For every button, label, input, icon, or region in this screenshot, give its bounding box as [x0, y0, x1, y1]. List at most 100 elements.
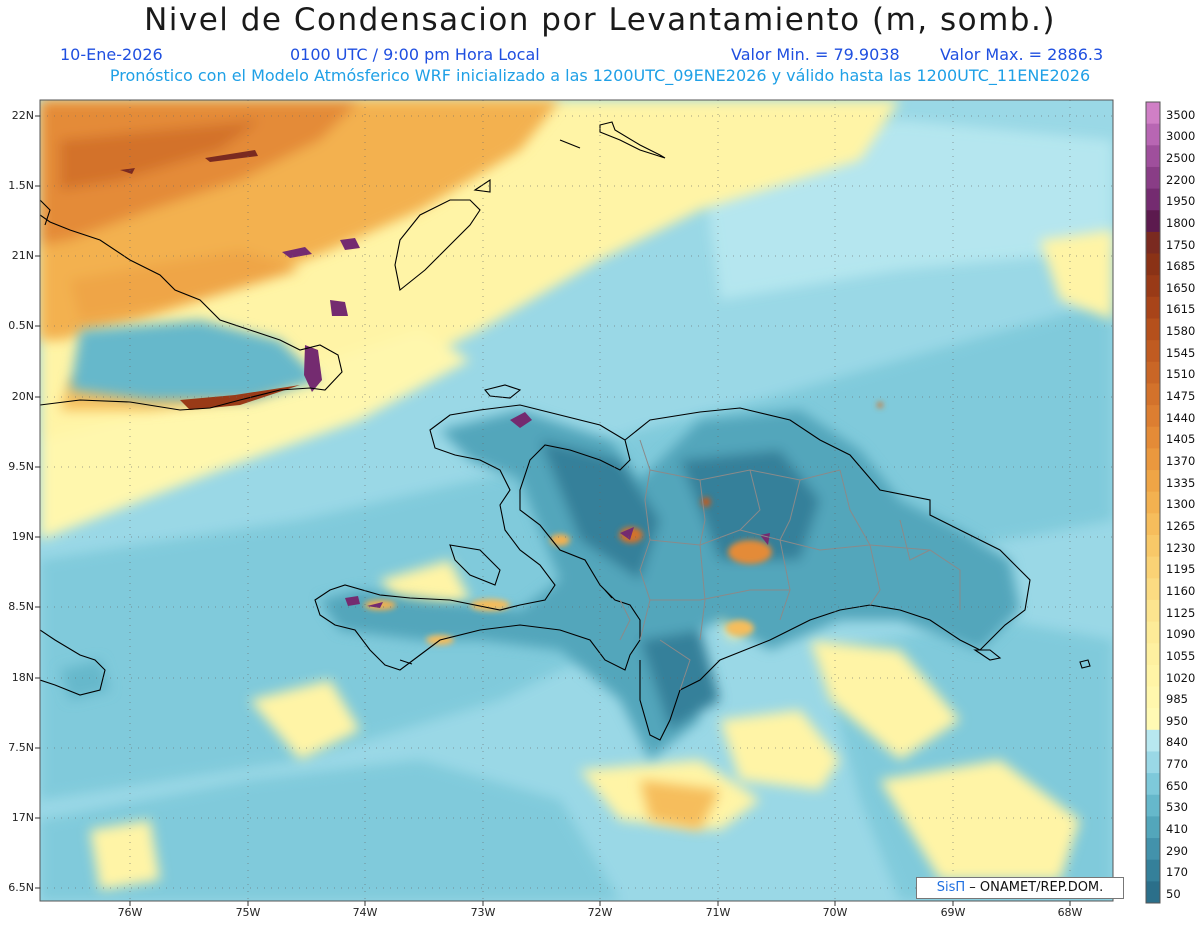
- credit-box: SisΠ – ONAMET/REP.DOM.: [916, 877, 1124, 899]
- colorbar-swatch: [1146, 448, 1160, 471]
- colorbar-label: 650: [1166, 778, 1188, 793]
- max-value: Valor Max. = 2886.3: [940, 45, 1104, 64]
- colorbar-label: 2500: [1166, 150, 1196, 165]
- colorbar-label: 1405: [1166, 432, 1196, 447]
- colorbar-label: 1800: [1166, 215, 1196, 230]
- lon-tick-label: 74W: [352, 906, 378, 919]
- colorbar-swatch: [1146, 556, 1160, 579]
- colorbar-swatch: [1146, 859, 1160, 882]
- colorbar-label: 770: [1166, 757, 1188, 772]
- colorbar-swatch: [1146, 664, 1160, 688]
- colorbar-label: 1475: [1166, 389, 1196, 404]
- colorbar-swatch: [1146, 231, 1160, 255]
- colorbar-swatch: [1146, 188, 1160, 211]
- colorbar-label: 1685: [1166, 259, 1196, 274]
- colorbar-frame: [1145, 101, 1161, 904]
- colorbar-label: 1650: [1166, 280, 1196, 295]
- lat-tick-label: 6.5N: [8, 881, 34, 894]
- colorbar-swatch: [1146, 318, 1160, 341]
- colorbar-label: 985: [1166, 692, 1188, 707]
- colorbar-swatch: [1146, 491, 1160, 514]
- lon-tick-label: 70W: [822, 906, 848, 919]
- colorbar-swatch: [1146, 383, 1160, 406]
- forecast-date: 10-Ene-2026: [60, 45, 163, 64]
- colorbar-swatch: [1146, 708, 1160, 731]
- lat-tick-label: 1.5N: [8, 179, 34, 192]
- map-title: Nivel de Condensacion por Levantamiento …: [144, 2, 1056, 38]
- colorbar-label: 3500: [1166, 107, 1196, 122]
- colorbar-label: 1510: [1166, 367, 1196, 382]
- colorbar-swatch: [1146, 361, 1160, 384]
- lat-tick-label: 20N: [11, 390, 34, 403]
- colorbar-label: 1950: [1166, 194, 1196, 209]
- colorbar-swatch: [1146, 102, 1160, 125]
- colorbar-label: 1580: [1166, 324, 1196, 339]
- colorbar-swatch: [1146, 816, 1160, 839]
- colorbar-swatch: [1146, 253, 1160, 276]
- lon-tick-label: 75W: [235, 906, 261, 919]
- colorbar-label: 840: [1166, 735, 1188, 750]
- colorbar-label: 1265: [1166, 518, 1196, 533]
- colorbar-swatch: [1146, 751, 1160, 774]
- colorbar-swatch: [1146, 881, 1160, 904]
- colorbar-label: 950: [1166, 713, 1188, 728]
- colorbar-label: 1090: [1166, 627, 1196, 642]
- colorbar-label: 1020: [1166, 670, 1196, 685]
- colorbar-label: 1370: [1166, 454, 1196, 469]
- colorbar-swatch: [1146, 621, 1160, 644]
- colorbar-swatch: [1146, 340, 1160, 363]
- lat-tick-label: 22N: [11, 109, 34, 122]
- colorbar-swatch: [1146, 599, 1160, 623]
- lon-tick-label: 73W: [470, 906, 496, 919]
- colorbar-label: 1230: [1166, 540, 1196, 555]
- credit-text: – ONAMET/REP.DOM.: [969, 880, 1104, 895]
- colorbar-label: 1750: [1166, 237, 1196, 252]
- colorbar-swatch: [1146, 275, 1160, 298]
- colorbar-swatch: [1146, 838, 1160, 861]
- lat-tick-label: 9.5N: [8, 460, 34, 473]
- colorbar-swatch: [1146, 210, 1160, 233]
- colorbar-swatch: [1146, 296, 1160, 319]
- lon-tick-label: 69W: [940, 906, 966, 919]
- lat-tick-label: 8.5N: [8, 600, 34, 613]
- colorbar-label: 1300: [1166, 497, 1196, 512]
- lat-tick-label: 18N: [11, 671, 34, 684]
- colorbar-label: 3000: [1166, 129, 1196, 144]
- colorbar-label: 1160: [1166, 583, 1196, 598]
- credit-brand: SisΠ: [936, 880, 966, 895]
- colorbar-swatch: [1146, 729, 1160, 752]
- colorbar-label: 1440: [1166, 410, 1196, 425]
- lon-tick-label: 72W: [587, 906, 613, 919]
- forecast-time: 0100 UTC / 9:00 pm Hora Local: [290, 45, 540, 64]
- lat-tick-label: 21N: [11, 249, 34, 262]
- colorbar-label: 1195: [1166, 562, 1196, 577]
- colorbar-label: 2200: [1166, 172, 1196, 187]
- colorbar-label: 1545: [1166, 345, 1196, 360]
- colorbar-swatch: [1146, 470, 1160, 493]
- model-note: Pronóstico con el Modelo Atmósferico WRF…: [109, 66, 1091, 85]
- lat-tick-label: 0.5N: [8, 319, 34, 332]
- colorbar-swatch: [1146, 578, 1160, 601]
- lat-tick-label: 19N: [11, 530, 34, 543]
- colorbar-label: 50: [1166, 887, 1181, 901]
- colorbar-swatch: [1146, 643, 1160, 666]
- colorbar-label: 1335: [1166, 475, 1196, 490]
- colorbar-label: 290: [1166, 843, 1188, 858]
- colorbar-swatch: [1146, 794, 1160, 817]
- colorbar-label: 1055: [1166, 648, 1196, 663]
- lon-tick-label: 68W: [1057, 906, 1083, 919]
- colorbar-swatch: [1146, 773, 1160, 796]
- shaded-field: [40, 100, 1113, 901]
- colorbar-swatch: [1146, 166, 1160, 190]
- colorbar-swatch: [1146, 686, 1160, 709]
- colorbar-label: 530: [1166, 800, 1188, 815]
- min-value: Valor Min. = 79.9038: [731, 45, 900, 64]
- colorbar-label: 170: [1166, 865, 1188, 880]
- lon-tick-label: 71W: [705, 906, 731, 919]
- colorbar-label: 1615: [1166, 302, 1196, 317]
- colorbar-label: 1125: [1166, 605, 1196, 620]
- lon-tick-label: 76W: [117, 906, 143, 919]
- lat-tick-label: 17N: [11, 811, 34, 824]
- colorbar-swatch: [1146, 513, 1160, 536]
